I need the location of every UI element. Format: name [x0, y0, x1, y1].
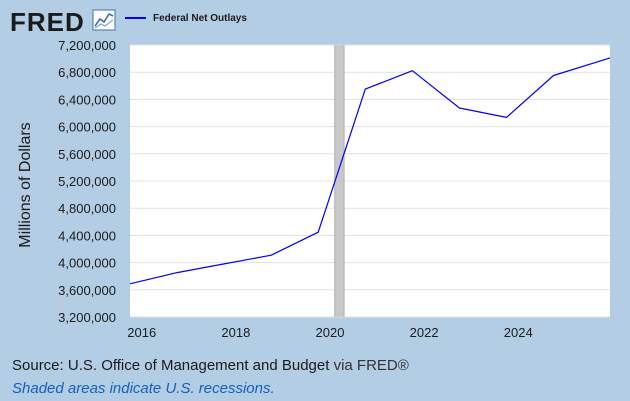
y-tick-label: 4,800,000 [58, 201, 116, 216]
x-tick-label: 2016 [127, 325, 156, 340]
recession-shading [334, 45, 345, 317]
recession-band [334, 45, 345, 317]
legend: Federal Net Outlays [125, 13, 247, 24]
legend-label: Federal Net Outlays [153, 13, 247, 24]
grid-lines [130, 44, 610, 318]
y-tick-label: 3,200,000 [58, 310, 116, 325]
y-tick-label: 5,200,000 [58, 174, 116, 189]
y-tick-label: 5,600,000 [58, 147, 116, 162]
y-tick-label: 6,400,000 [58, 92, 116, 107]
y-tick-label: 4,400,000 [58, 228, 116, 243]
y-axis-title: Millions of Dollars [17, 122, 34, 247]
fred-logo[interactable]: FRED [10, 7, 116, 37]
line-chart-icon [92, 9, 116, 31]
source-via[interactable]: via FRED® [333, 357, 409, 374]
source-label: Source: U.S. Office of Management and Bu… [12, 357, 330, 374]
y-tick-label: 4,000,000 [58, 256, 116, 271]
x-axis-ticks: 2016 2018 2020 2022 2024 [127, 325, 532, 340]
x-tick-label: 2024 [504, 325, 533, 340]
series-line-federal-net-outlays [129, 57, 611, 285]
x-tick-label: 2022 [410, 325, 439, 340]
x-tick-label: 2018 [221, 325, 250, 340]
fred-logo-text: FRED [10, 7, 85, 37]
series-layer [129, 57, 611, 285]
y-axis-ticks: 3,200,000 3,600,000 4,000,000 4,400,000 4,80… [58, 38, 116, 325]
x-tick-label: 2020 [316, 325, 345, 340]
y-tick-label: 6,800,000 [58, 65, 116, 80]
y-tick-label: 3,600,000 [58, 283, 116, 298]
source-text: Source: U.S. Office of Management and Bu… [12, 357, 409, 374]
y-tick-label: 6,000,000 [58, 120, 116, 135]
recession-note: Shaded areas indicate U.S. recessions. [12, 380, 275, 397]
y-tick-label: 7,200,000 [58, 38, 116, 53]
